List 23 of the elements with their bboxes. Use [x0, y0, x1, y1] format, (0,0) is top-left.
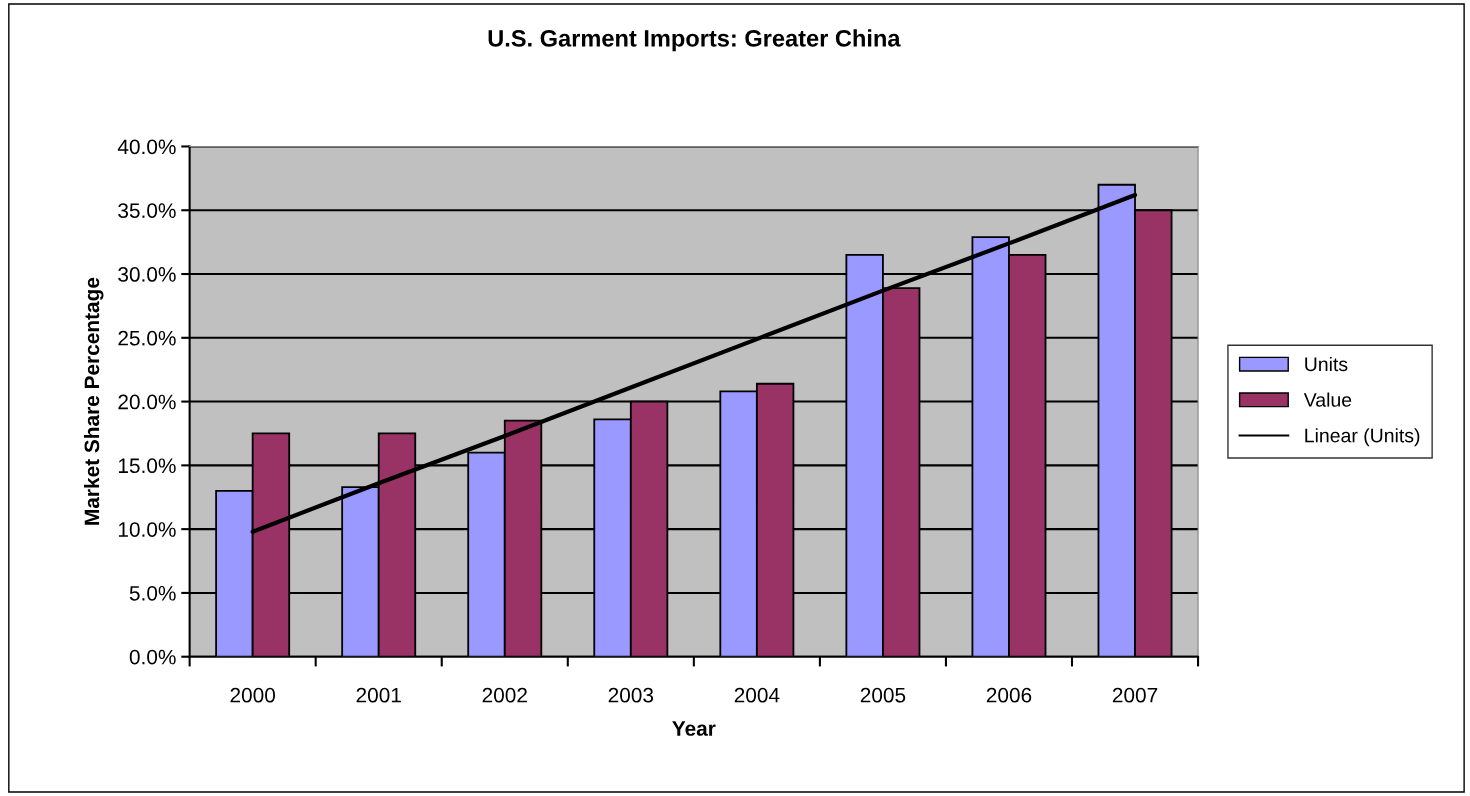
- x-tick-label: 2007: [1112, 687, 1158, 703]
- x-tick-label: 2001: [356, 687, 401, 703]
- legend-label: Linear (Units): [1305, 428, 1420, 447]
- x-tick-label: 2002: [482, 687, 527, 703]
- y-tick-label: 0.0%: [129, 649, 176, 665]
- x-tick-label: 2004: [734, 687, 780, 703]
- y-tick-label: 25.0%: [118, 330, 176, 346]
- y-tick-label: 35.0%: [118, 203, 176, 218]
- x-axis-title: Year: [672, 721, 716, 736]
- x-tick-label: 2000: [230, 687, 276, 703]
- y-tick-label: 10.0%: [118, 522, 176, 537]
- legend-label: Value: [1303, 392, 1352, 407]
- y-tick-label: 5.0%: [129, 585, 176, 601]
- legend-label: Units: [1305, 356, 1348, 372]
- x-tick-label: 2003: [608, 687, 654, 703]
- x-tick-label: 2005: [860, 687, 906, 703]
- x-tick-label: 2006: [986, 687, 1032, 703]
- y-tick-label: 20.0%: [118, 394, 176, 410]
- y-axis-title: Market Share Percentage: [83, 277, 104, 525]
- y-tick-label: 40.0%: [117, 139, 176, 155]
- y-tick-label: 15.0%: [118, 458, 176, 474]
- chart-title: U.S. Garment Imports: Greater China: [488, 29, 901, 52]
- y-tick-label: 30.0%: [118, 267, 176, 282]
